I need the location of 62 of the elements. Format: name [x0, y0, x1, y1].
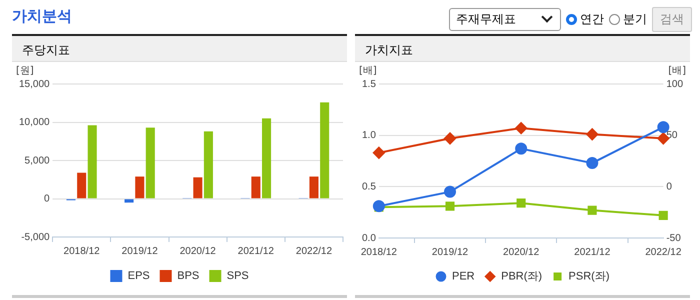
- y2-tick-label: 100: [666, 78, 684, 90]
- y2-axis-title: [배]: [668, 66, 686, 77]
- point: [588, 206, 597, 215]
- y-tick-label: 0: [44, 194, 50, 204]
- text: 가치분석: [12, 7, 72, 26]
- chart-title: 가치지표: [355, 34, 690, 62]
- y-axis-title: [배]: [359, 66, 377, 77]
- x-tick-label: 2019/12: [432, 246, 469, 258]
- x-tick-label: 2021/12: [238, 246, 274, 257]
- y-tick-label: 1.5: [362, 78, 376, 90]
- bar: [146, 128, 155, 198]
- chart-title: 주당지표: [12, 34, 347, 62]
- bar: [77, 172, 86, 198]
- legend-label: EPS: [128, 270, 150, 282]
- y2-tick-label: 50: [666, 130, 678, 142]
- bar: [320, 102, 330, 198]
- bar: [309, 176, 318, 198]
- dropdown-field: 주재무제표: [449, 8, 561, 31]
- point: [444, 132, 456, 144]
- y-axis-title: [원]: [16, 66, 34, 77]
- x-tick-label: 2021/12: [574, 246, 611, 258]
- bar: [262, 118, 272, 198]
- search-button: 검색: [652, 7, 692, 32]
- y-tick-label: 0.0: [362, 232, 376, 244]
- y-tick-label: 1.0: [362, 130, 376, 142]
- bar: [124, 199, 134, 203]
- y-tick-label: 0.5: [362, 181, 376, 192]
- bar: [193, 177, 202, 198]
- y-tick-label: 10,000: [18, 117, 50, 128]
- point: [515, 122, 528, 134]
- point: [516, 198, 526, 208]
- x-tick-label: 2020/12: [503, 246, 540, 258]
- x-tick-label: 2018/12: [360, 246, 398, 258]
- y-tick-label: 5,000: [24, 155, 50, 166]
- x-tick-label: 2022/12: [645, 246, 682, 258]
- bar: [135, 176, 144, 198]
- y2-tick-label: -50: [666, 232, 682, 244]
- y-tick-label: 15,000: [18, 78, 50, 90]
- legend-label: SPS: [226, 270, 249, 282]
- text: 연간: [580, 11, 604, 28]
- legend-label: PSR(좌): [568, 270, 610, 283]
- legend-label: BPS: [177, 270, 200, 282]
- x-tick-label: 2022/12: [296, 246, 332, 257]
- bar: [204, 131, 213, 198]
- x-tick-label: 2020/12: [180, 246, 216, 257]
- point: [444, 186, 456, 198]
- point: [658, 210, 668, 220]
- x-tick-label: 2018/12: [64, 246, 100, 257]
- point: [586, 128, 598, 140]
- bar: [88, 125, 97, 198]
- legend-label: PBR(좌): [501, 270, 542, 283]
- point: [372, 200, 385, 212]
- bar: [251, 176, 260, 198]
- point: [515, 142, 528, 155]
- point: [445, 202, 455, 211]
- legend-label: PER: [452, 270, 475, 283]
- point: [586, 157, 598, 170]
- text: 분기: [623, 11, 647, 28]
- point: [372, 146, 385, 159]
- y2-tick-label: 0: [666, 181, 672, 192]
- y-tick-label: -5,000: [21, 232, 50, 243]
- x-tick-label: 2019/12: [122, 246, 158, 257]
